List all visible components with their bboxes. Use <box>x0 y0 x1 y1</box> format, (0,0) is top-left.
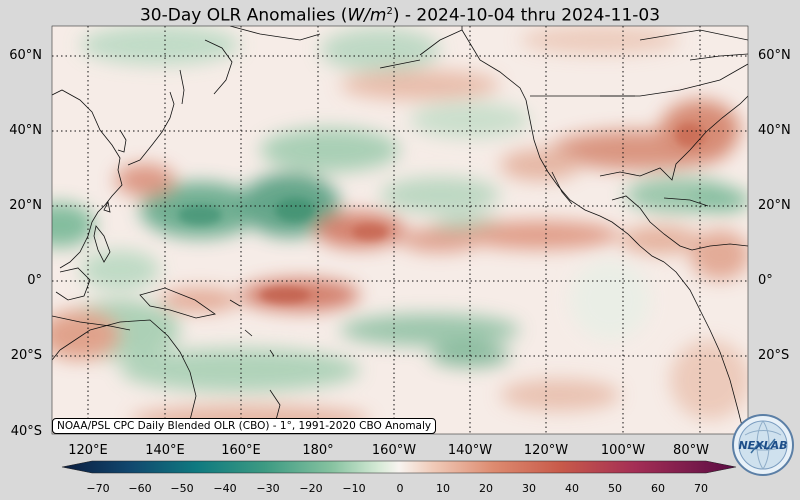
logo-text: NEXLAB <box>738 439 787 452</box>
lon-label-140w: 140°W <box>447 443 493 458</box>
graticule <box>52 26 748 434</box>
lat-label-40n-left: 40°N <box>9 123 42 138</box>
colorbar-tick-label: 20 <box>479 482 493 495</box>
lat-label-eq-right: 0° <box>758 273 773 288</box>
page-title: 30-Day OLR Anomalies (W/m2) - 2024-10-04… <box>139 5 661 26</box>
lon-label-160w: 160°W <box>371 443 417 458</box>
coastlines <box>52 26 748 434</box>
lat-label-40s-left: 40°S <box>10 424 42 439</box>
colorbar-tick-label: 0 <box>396 482 404 495</box>
lat-label-eq-left: 0° <box>27 273 42 288</box>
lat-label-20n-right: 20°N <box>758 198 791 213</box>
colorbar-tick-label: −70 <box>86 482 110 495</box>
colorbar-tick-label: 50 <box>608 482 622 495</box>
data-credit: NOAA/PSL CPC Daily Blended OLR (CBO) - 1… <box>52 418 437 434</box>
colorbar <box>61 460 737 474</box>
nexlab-globe-logo: NEXLAB <box>732 414 794 476</box>
colorbar-tick-label: −30 <box>256 482 280 495</box>
lon-label-80w: 80°W <box>673 443 709 458</box>
colorbar-tick-label: −20 <box>299 482 323 495</box>
lat-label-20n-left: 20°N <box>9 198 42 213</box>
colorbar-tick-label: 30 <box>522 482 536 495</box>
lat-label-60n-right: 60°N <box>758 48 791 63</box>
lon-label-140e: 140°E <box>145 443 185 458</box>
lon-label-120w: 120°W <box>523 443 569 458</box>
lon-label-160e: 160°E <box>221 443 261 458</box>
lat-label-20s-left: 20°S <box>10 348 42 363</box>
lon-label-120e: 120°E <box>68 443 108 458</box>
colorbar-tick-label: 60 <box>651 482 665 495</box>
colorbar-tick-label: −50 <box>170 482 194 495</box>
lon-label-180: 180° <box>302 443 334 458</box>
lat-label-60n-left: 60°N <box>9 48 42 63</box>
lat-label-20s-right: 20°S <box>758 348 790 363</box>
colorbar-tick-label: −40 <box>213 482 237 495</box>
lat-label-40n-right: 40°N <box>758 123 791 138</box>
colorbar-tick-label: 10 <box>436 482 450 495</box>
colorbar-tick-label: −10 <box>342 482 366 495</box>
colorbar-tick-label: 40 <box>565 482 579 495</box>
anomaly-field <box>52 26 748 434</box>
colorbar-tick-label: 70 <box>694 482 708 495</box>
colorbar-tick-label: −60 <box>128 482 152 495</box>
lon-label-100w: 100°W <box>600 443 646 458</box>
